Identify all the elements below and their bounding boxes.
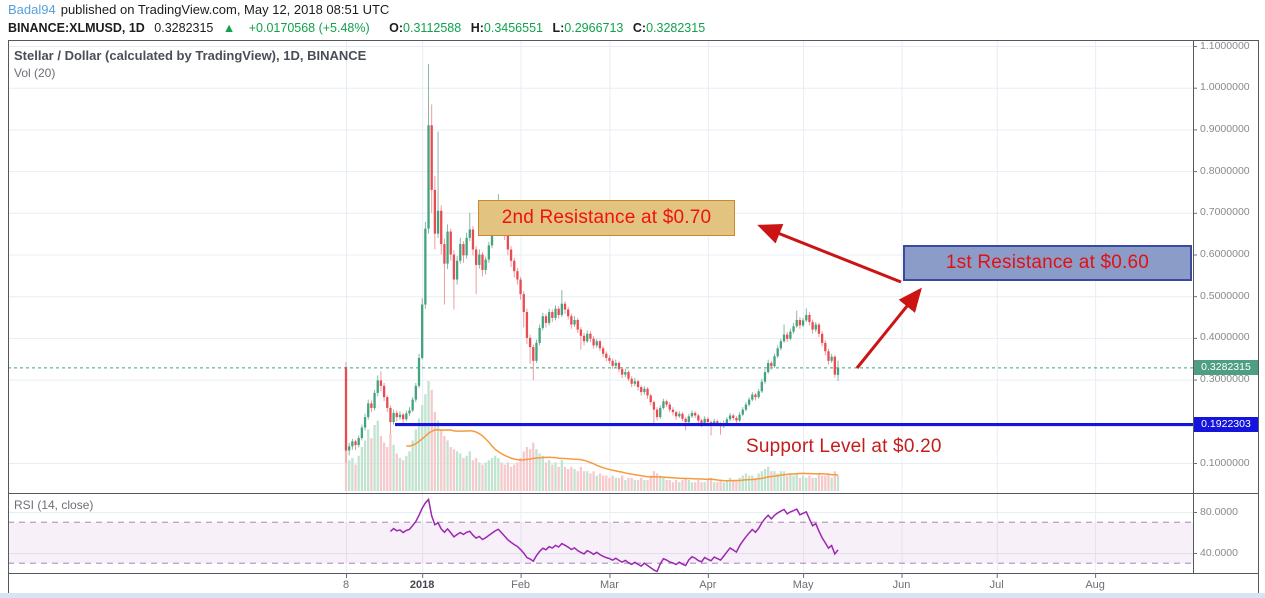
price-tick-label: 0.9000000 [1200,122,1250,135]
price-tick-label: 0.6000000 [1200,248,1250,260]
price-scale[interactable] [1193,40,1258,573]
bottom-strip [0,593,1265,598]
symbol-ohlc-bar: BINANCE:XLMUSD, 1D 0.3282315 ▲ +0.017056… [8,21,705,35]
up-triangle-icon: ▲ [222,21,236,35]
trend-arrows[interactable] [757,223,922,369]
time-tick-label: 8 [342,579,350,591]
pane-borders [8,40,1259,593]
time-tick-label: Mar [599,579,619,591]
published-text: published on TradingView.com, May 12, 20… [60,2,390,17]
price-tick-label: 0.1000000 [1200,456,1250,469]
chart-title: Stellar / Dollar (calculated by TradingV… [14,48,367,63]
time-tick-label: Aug [1085,579,1105,591]
close-value: 0.3282315 [646,21,706,35]
publish-header: Badal94 published on TradingView.com, May… [8,2,389,17]
price-tick-label: 0.8000000 [1200,164,1250,177]
candles [344,63,840,463]
volume-ma-line [406,428,839,482]
last-price: 0.3282315 [154,21,214,35]
time-tick-label: Jul [989,579,1004,591]
time-tick-label: Apr [699,579,717,591]
time-tick-label: May [792,579,814,591]
resistance2-annotation[interactable]: 2nd Resistance at $0.70 [478,200,735,236]
support-annotation[interactable]: Support Level at $0.20 [746,436,942,457]
volume-bars [344,381,840,491]
low-label: L: [552,21,565,35]
time-tick-label: Jun [892,579,911,591]
time-tick-label: 2018 [409,579,435,591]
rsi-line [389,497,839,573]
support-price-tag: 0.1922303 [1194,417,1258,433]
resistance1-annotation[interactable]: 1st Resistance at $0.60 [903,245,1192,281]
time-tick-label: Feb [511,579,531,591]
open-label: O: [389,21,404,35]
price-tick-label: 1.0000000 [1200,81,1250,94]
rsi-indicator-label[interactable]: RSI (14, close) [14,498,94,512]
price-change: +0.0170568 (+5.48%) [248,21,370,35]
volume-indicator-label[interactable]: Vol (20) [14,66,56,80]
low-value: 0.2966713 [564,21,624,35]
price-tick-label: 0.7000000 [1200,206,1250,219]
high-label: H: [470,21,484,35]
price-tick-label: 0.3000000 [1200,373,1250,386]
open-value: 0.3112588 [403,21,462,35]
axis-ticks [346,46,1197,578]
high-value: 0.3456551 [483,21,543,35]
price-tick-label: 0.4000000 [1200,331,1250,344]
price-tick-label: 0.5000000 [1200,289,1250,302]
symbol-name[interactable]: BINANCE:XLMUSD, 1D [8,21,145,35]
current-price-tag: 0.3282315 [1194,360,1258,376]
author-link[interactable]: Badal94 [8,2,56,17]
rsi-tick-label: 40.0000 [1200,546,1238,559]
rsi-tick-label: 80.0000 [1200,505,1238,518]
price-tick-label: 1.1000000 [1200,39,1250,52]
close-label: C: [632,21,647,35]
rsi-band [8,521,1193,564]
